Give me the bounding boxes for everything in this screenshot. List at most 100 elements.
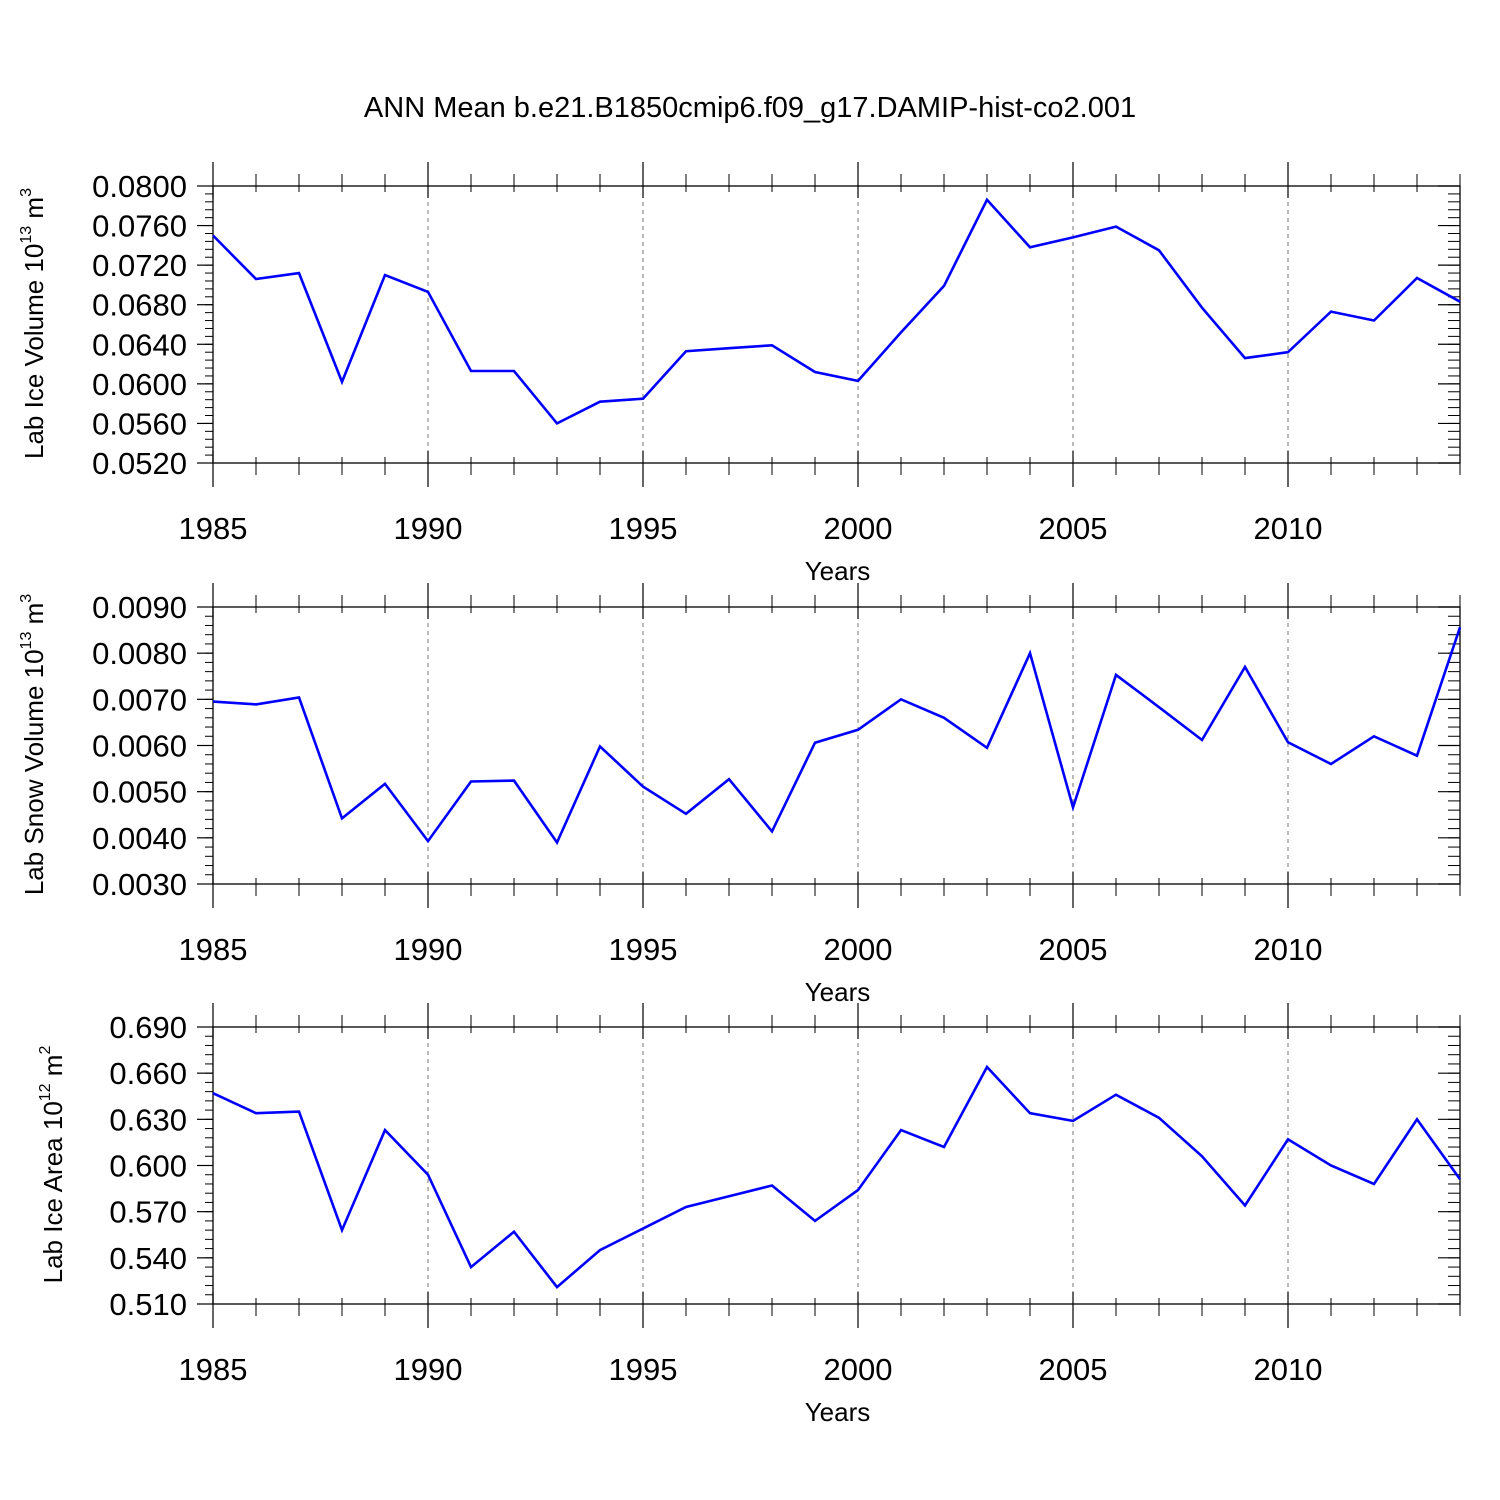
data-point <box>383 273 387 277</box>
y-tick-label: 0.0090 <box>92 590 187 625</box>
data-point <box>297 271 301 275</box>
x-tick-label: 2010 <box>1254 1352 1323 1387</box>
x-tick-label: 1985 <box>179 932 248 967</box>
x-axis-label: Years <box>805 556 871 586</box>
data-point <box>1114 1093 1118 1097</box>
data-point <box>1028 651 1032 655</box>
data-point <box>985 746 989 750</box>
data-point <box>1200 738 1204 742</box>
y-tick-label: 0.660 <box>109 1056 187 1091</box>
y-tick-label: 0.0720 <box>92 248 187 283</box>
x-tick-label: 1985 <box>179 1352 248 1387</box>
y-axis-label: Lab Snow Volume 1013 m3 <box>18 594 49 895</box>
data-point <box>512 779 516 783</box>
data-point <box>985 1065 989 1069</box>
x-tick-label: 1990 <box>394 511 463 546</box>
data-point <box>1114 673 1118 677</box>
data-point <box>684 812 688 816</box>
x-tick-label: 2010 <box>1254 511 1323 546</box>
data-point <box>383 782 387 786</box>
x-tick-label: 2000 <box>824 511 893 546</box>
y-tick-label: 0.0060 <box>92 729 187 764</box>
data-point <box>1415 1117 1419 1121</box>
data-point <box>1372 1182 1376 1186</box>
panel-ice-area: 0.510 0.540 0.570 0.600 0.630 0.660 0.690 1985 1… <box>37 1003 1462 1427</box>
data-point <box>340 1228 344 1232</box>
plot-frame <box>212 606 1461 885</box>
data-point <box>254 1111 258 1115</box>
data-point <box>1243 1204 1247 1208</box>
data-point <box>684 1205 688 1209</box>
y-tick-label: 0.0520 <box>92 446 187 481</box>
data-point <box>856 728 860 732</box>
x-tick-label: 2000 <box>824 1352 893 1387</box>
data-point <box>1200 306 1204 310</box>
data-point <box>1415 754 1419 758</box>
x-tick-label: 2010 <box>1254 932 1323 967</box>
x-axis-label: Years <box>805 977 871 1007</box>
x-tick-label: 1990 <box>394 1352 463 1387</box>
y-tick-label: 0.0080 <box>92 636 187 671</box>
data-point <box>1415 276 1419 280</box>
data-point <box>1243 356 1247 360</box>
data-point <box>1114 225 1118 229</box>
y-tick-label: 0.630 <box>109 1102 187 1137</box>
data-point <box>254 277 258 281</box>
data-point <box>770 343 774 347</box>
y-tick-label: 0.0800 <box>92 169 187 204</box>
data-point <box>1028 1111 1032 1115</box>
data-point <box>555 421 559 425</box>
series-line <box>212 626 1462 846</box>
plot-frame <box>212 1026 1461 1305</box>
y-axis-label: Lab Ice Volume 1013 m3 <box>18 188 49 459</box>
data-point <box>469 780 473 784</box>
x-tick-label: 2000 <box>824 932 893 967</box>
y-tick-label: 0.570 <box>109 1195 187 1230</box>
y-tick-label: 0.0050 <box>92 775 187 810</box>
data-point <box>770 1184 774 1188</box>
data-point <box>426 839 430 843</box>
data-point <box>1372 319 1376 323</box>
data-point <box>770 829 774 833</box>
data-point <box>512 369 516 373</box>
data-point <box>512 1230 516 1234</box>
data-point <box>1071 1119 1075 1123</box>
x-axis-label: Years <box>805 1397 871 1427</box>
data-point <box>942 1145 946 1149</box>
data-point <box>727 777 731 781</box>
data-point <box>1028 245 1032 249</box>
data-point <box>813 741 817 745</box>
y-tick-label: 0.690 <box>109 1010 187 1045</box>
panel-ice-volume: 0.0520 0.0560 0.0600 0.0640 0.0680 0.0720 0.07… <box>18 162 1461 586</box>
y-tick-label: 0.510 <box>109 1287 187 1322</box>
data-point <box>340 380 344 384</box>
data-point <box>254 702 258 706</box>
data-point <box>1286 740 1290 744</box>
data-point <box>340 816 344 820</box>
series-line <box>212 1064 1462 1289</box>
data-point <box>469 1265 473 1269</box>
data-point <box>856 379 860 383</box>
data-point <box>856 1188 860 1192</box>
data-point <box>1286 1137 1290 1141</box>
x-tick-label: 2005 <box>1039 932 1108 967</box>
y-tick-label: 0.0070 <box>92 682 187 717</box>
data-point <box>1157 705 1161 709</box>
x-tick-label: 1985 <box>179 511 248 546</box>
data-point <box>899 330 903 334</box>
data-point <box>383 1128 387 1132</box>
data-point <box>1329 310 1333 314</box>
y-tick-label: 0.540 <box>109 1241 187 1276</box>
data-point <box>1200 1154 1204 1158</box>
x-tick-label: 2005 <box>1039 511 1108 546</box>
x-tick-label: 1995 <box>609 932 678 967</box>
data-point <box>598 744 602 748</box>
data-point <box>813 370 817 374</box>
y-tick-label: 0.0680 <box>92 288 187 323</box>
data-point <box>899 697 903 701</box>
data-point <box>942 284 946 288</box>
data-point <box>426 1173 430 1177</box>
data-point <box>211 700 215 704</box>
data-point <box>1329 762 1333 766</box>
